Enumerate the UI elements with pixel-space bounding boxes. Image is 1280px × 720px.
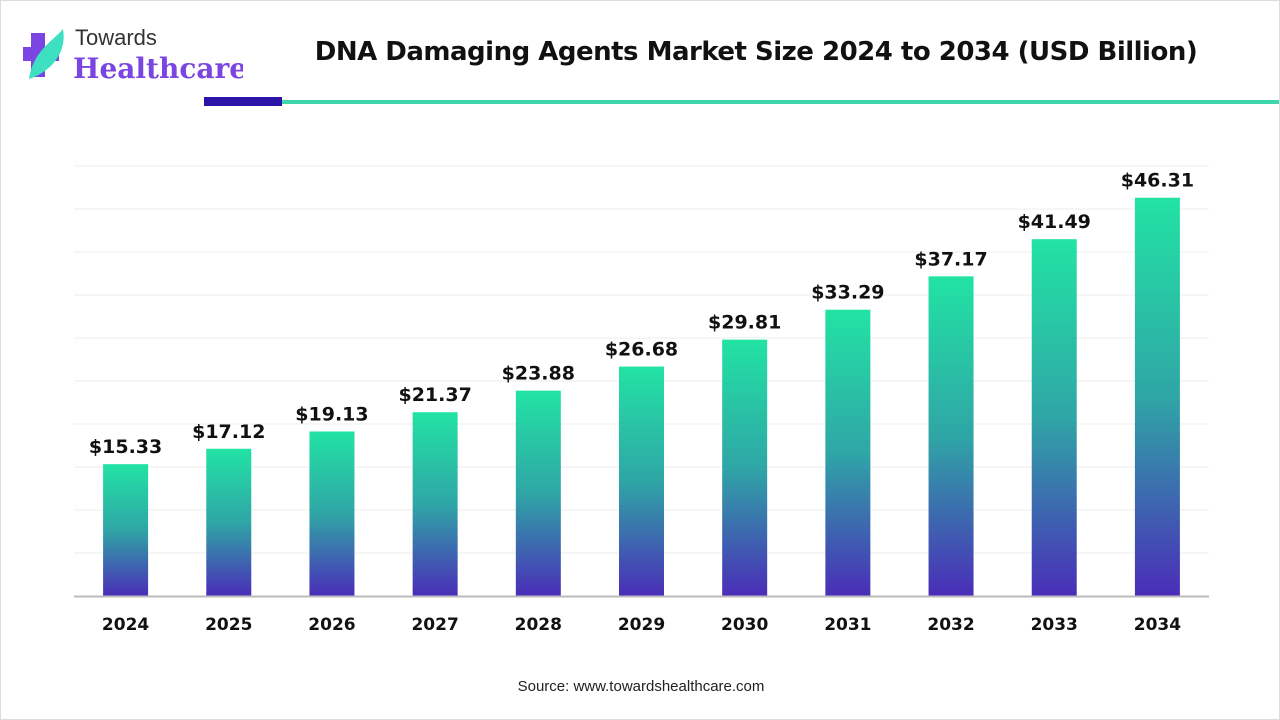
- source-note: Source: www.towardshealthcare.com: [517, 678, 765, 695]
- svg-text:Healthcare: Healthcare: [73, 52, 243, 85]
- x-tick-label: 2027: [411, 615, 458, 635]
- svg-text:Towards: Towards: [75, 25, 157, 50]
- bar-2026: [309, 431, 355, 596]
- x-tick-label: 2032: [927, 615, 974, 635]
- bar-2029: [619, 366, 664, 596]
- data-label: $37.17: [914, 248, 987, 270]
- bar-2024: [103, 464, 149, 596]
- data-label: $21.37: [398, 384, 471, 406]
- x-tick-label: 2030: [721, 615, 768, 635]
- data-label: $23.88: [502, 363, 575, 385]
- x-tick-label: 2034: [1134, 615, 1181, 635]
- data-label: $29.81: [708, 312, 781, 334]
- data-label: $17.12: [192, 421, 265, 443]
- x-tick-label: 2024: [102, 615, 149, 635]
- bar-2025: [206, 448, 252, 596]
- title-underline-dark: [204, 97, 282, 106]
- data-label: $26.68: [605, 339, 678, 361]
- towards-healthcare-logo: Towards Healthcare: [23, 25, 243, 85]
- bar-2028: [515, 390, 561, 596]
- x-tick-label: 2031: [824, 615, 871, 635]
- x-tick-label: 2033: [1031, 615, 1078, 635]
- x-tick-label: 2029: [618, 615, 665, 635]
- x-tick-label: 2028: [515, 615, 562, 635]
- bar-2034: [1134, 197, 1180, 596]
- bar-2033: [1031, 239, 1077, 596]
- data-label: $19.13: [295, 403, 368, 425]
- data-label: $15.33: [89, 436, 162, 458]
- x-tick-label: 2025: [205, 615, 252, 635]
- x-tick-label: 2026: [308, 615, 355, 635]
- bar-2032: [928, 276, 974, 596]
- data-label: $46.31: [1121, 170, 1194, 192]
- data-label: $33.29: [811, 282, 884, 304]
- title-underline-teal: [282, 100, 1279, 104]
- bar-2031: [825, 309, 871, 596]
- bar-2027: [412, 412, 458, 596]
- chart-title: DNA Damaging Agents Market Size 2024 to …: [314, 37, 1198, 67]
- data-label: $41.49: [1018, 211, 1091, 233]
- bar-2030: [722, 339, 768, 596]
